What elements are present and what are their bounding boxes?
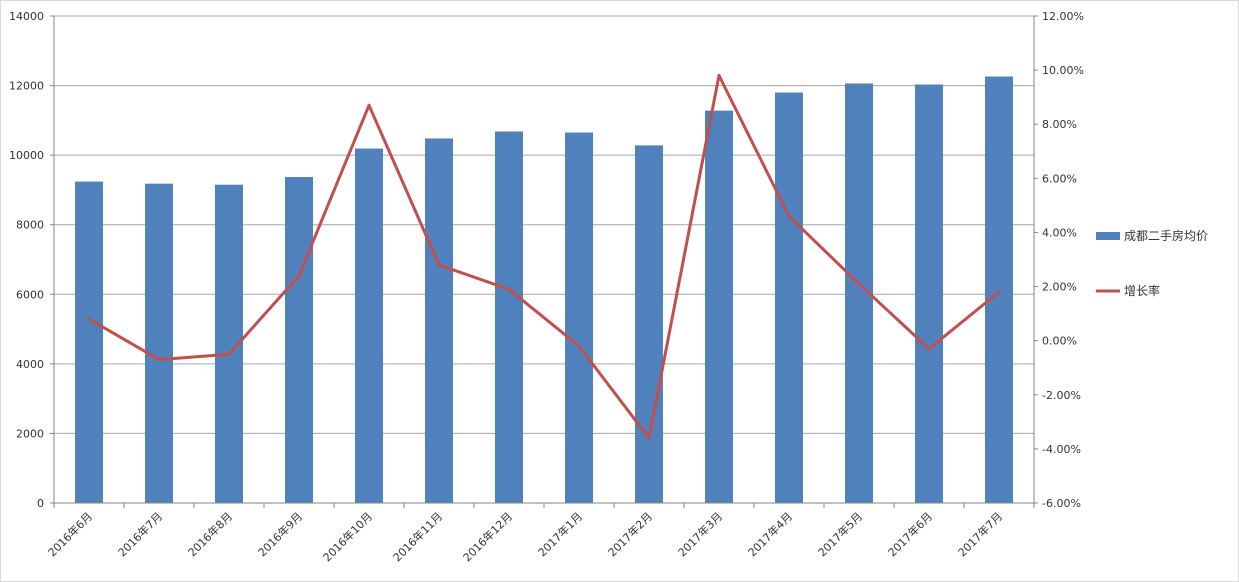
line-point	[997, 290, 1001, 294]
line-point	[927, 347, 931, 351]
y-right-tick-label: 2.00%	[1042, 281, 1077, 294]
y-right-tick-label: 0.00%	[1042, 335, 1077, 348]
y-left-tick-label: 8000	[16, 219, 44, 232]
bar	[565, 132, 593, 503]
y-left-tick-label: 2000	[16, 427, 44, 440]
line-point	[717, 74, 721, 78]
bar	[425, 138, 453, 503]
legend-swatch-bar	[1096, 232, 1120, 240]
line-point	[577, 344, 581, 348]
y-left-tick-label: 12000	[9, 80, 44, 93]
y-right-tick-label: 6.00%	[1042, 172, 1077, 185]
bar	[915, 84, 943, 503]
legend-label-growth: 增长率	[1124, 283, 1160, 298]
line-point	[227, 352, 231, 356]
bar	[75, 181, 103, 503]
line-point	[787, 214, 791, 218]
y-right-tick-label: -6.00%	[1042, 497, 1081, 510]
y-right-tick-label: -2.00%	[1042, 389, 1081, 402]
y-left-tick-label: 14000	[9, 10, 44, 23]
y-right-tick-label: 4.00%	[1042, 226, 1077, 239]
line-point	[297, 274, 301, 278]
bar	[285, 177, 313, 503]
line-point	[857, 282, 861, 286]
y-right-tick-label: 8.00%	[1042, 118, 1077, 131]
bar	[635, 145, 663, 503]
bar	[705, 110, 733, 504]
line-point	[157, 358, 161, 362]
bar	[985, 76, 1013, 503]
y-right-tick-label: -4.00%	[1042, 443, 1081, 456]
bar	[495, 131, 523, 503]
y-left-tick-label: 0	[37, 497, 44, 510]
bar	[145, 183, 173, 503]
legend-label-price: 成都二手房均价	[1124, 228, 1208, 243]
y-right-tick-label: 12.00%	[1042, 10, 1084, 23]
line-point	[87, 317, 91, 321]
y-left-tick-label: 4000	[16, 358, 44, 371]
bar	[355, 148, 383, 503]
line-series	[87, 74, 1001, 440]
bar	[775, 92, 803, 504]
line-point	[367, 103, 371, 107]
y-left-tick-label: 6000	[16, 288, 44, 301]
line-point	[647, 436, 651, 440]
y-right-tick-label: 10.00%	[1042, 64, 1084, 77]
line-point	[437, 263, 441, 267]
growth-rate-line	[88, 74, 1000, 440]
line-point	[507, 287, 511, 291]
y-left-tick-label: 10000	[9, 149, 44, 162]
